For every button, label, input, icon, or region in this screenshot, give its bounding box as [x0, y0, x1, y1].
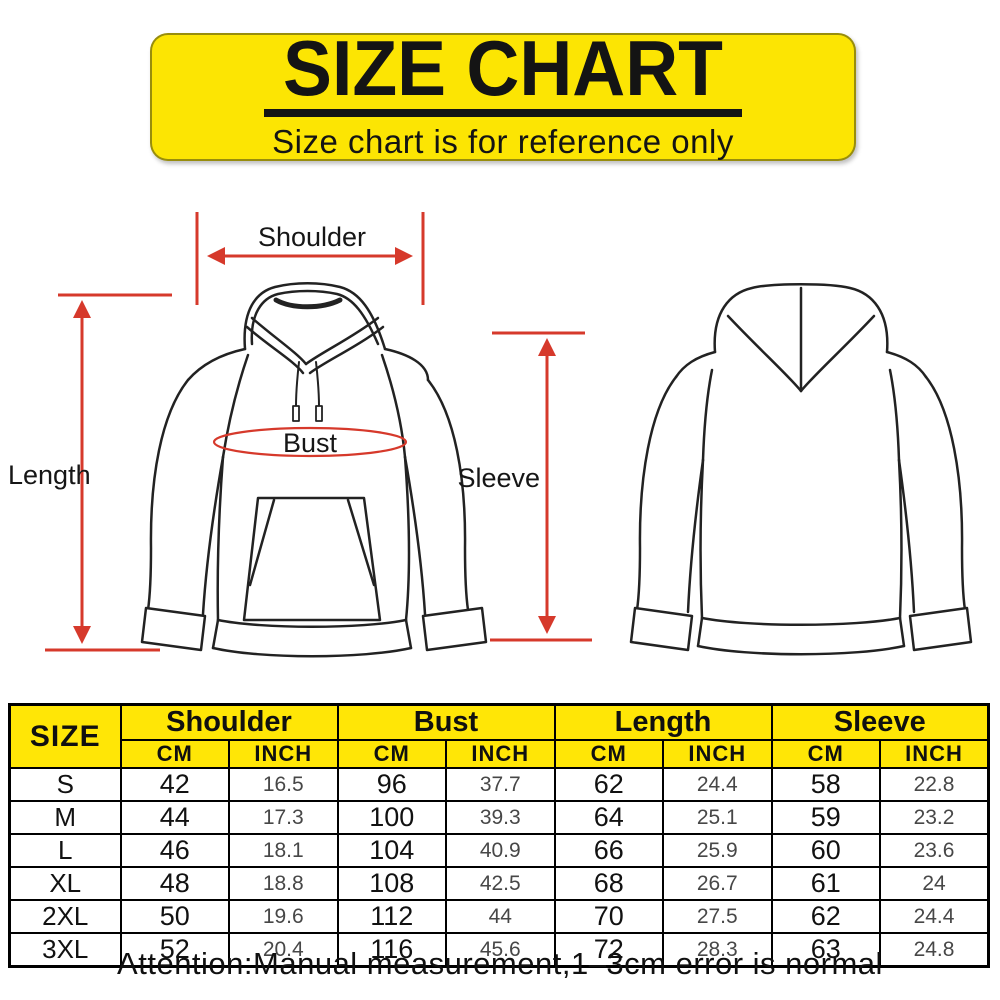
value-cell: 58	[770, 767, 881, 802]
value-cell: 23.2	[879, 800, 990, 835]
value-cell: 25.9	[662, 833, 773, 868]
value-cell: 62	[770, 899, 881, 934]
value-cell: 42	[119, 767, 230, 802]
value-cell: 44	[119, 800, 230, 835]
table-units-row: CM INCH CM INCH CM INCH CM INCH	[10, 739, 990, 769]
value-cell: 18.1	[228, 833, 339, 868]
bust-label: Bust	[283, 428, 338, 458]
size-cell: 3XL	[8, 932, 122, 968]
value-cell: 28.3	[662, 932, 773, 968]
value-cell: 42.5	[445, 866, 556, 901]
unit-header-inch: INCH	[879, 739, 990, 769]
back-left-cuff	[629, 606, 694, 652]
value-cell: 116	[336, 932, 447, 968]
value-cell: 23.6	[879, 833, 990, 868]
value-cell: 50	[119, 899, 230, 934]
size-column-header: SIZE	[8, 703, 122, 769]
value-cell: 60	[770, 833, 881, 868]
value-cell: 40.9	[445, 833, 556, 868]
value-cell: 70	[553, 899, 664, 934]
value-cell: 18.8	[228, 866, 339, 901]
sleeve-group-header: Sleeve	[770, 703, 990, 741]
table-row-2xl: 2XL 50 19.6 112 44 70 27.5 62 24.4	[8, 899, 990, 934]
title-underline	[264, 109, 742, 118]
bust-measure-ellipse	[212, 426, 408, 458]
unit-header-inch: INCH	[228, 739, 339, 769]
value-cell: 96	[336, 767, 447, 802]
table-row-m: M 44 17.3 100 39.3 64 25.1 59 23.2	[8, 800, 990, 835]
value-cell: 100	[336, 800, 447, 835]
table-group-header-row: SIZE Shoulder Bust Length Sleeve	[8, 703, 990, 769]
unit-header-cm: CM	[119, 739, 230, 769]
value-cell: 62	[553, 767, 664, 802]
size-cell: S	[8, 767, 122, 802]
back-hoodie-drawing	[629, 283, 973, 656]
value-cell: 27.5	[662, 899, 773, 934]
shoulder-group-header: Shoulder	[119, 703, 339, 741]
unit-header-inch: INCH	[662, 739, 773, 769]
measure-annotations	[45, 212, 592, 652]
value-cell: 39.3	[445, 800, 556, 835]
page-title: SIZE CHART	[283, 23, 723, 112]
table-row-3xl: 3XL 52 20.4 116 45.6 72 28.3 63 24.8	[8, 932, 990, 968]
size-cell: 2XL	[8, 899, 122, 934]
unit-header-inch: INCH	[445, 739, 556, 769]
size-table: SIZE Shoulder Bust Length Sleeve CM INCH…	[8, 703, 990, 968]
value-cell: 16.5	[228, 767, 339, 802]
value-cell: 68	[553, 866, 664, 901]
value-cell: 24.4	[662, 767, 773, 802]
value-cell: 66	[553, 833, 664, 868]
attention-note: Attention:Manual measurement,1–3cm error…	[117, 946, 883, 981]
back-right-cuff	[908, 606, 973, 652]
value-cell: 25.1	[662, 800, 773, 835]
banner: SIZE CHART Size chart is for reference o…	[150, 23, 856, 161]
table-row-l: L 46 18.1 104 40.9 66 25.9 60 23.6	[8, 833, 990, 868]
unit-header-cm: CM	[553, 739, 664, 769]
value-cell: 64	[553, 800, 664, 835]
value-cell: 61	[770, 866, 881, 901]
value-cell: 48	[119, 866, 230, 901]
kangaroo-pocket	[242, 496, 382, 622]
value-cell: 24.8	[879, 932, 990, 968]
unit-header-cm: CM	[770, 739, 881, 769]
shoulder-measure-arrow	[195, 212, 425, 305]
value-cell: 59	[770, 800, 881, 835]
sleeve-measure-arrow	[490, 331, 592, 642]
measurement-diagram: Shoulder Length Sleeve Bust	[8, 212, 973, 658]
size-cell: M	[8, 800, 122, 835]
value-cell: 46	[119, 833, 230, 868]
value-cell: 22.8	[879, 767, 990, 802]
value-cell: 52	[119, 932, 230, 968]
value-cell: 44	[445, 899, 556, 934]
banner-subtitle: Size chart is for reference only	[272, 123, 734, 161]
value-cell: 19.6	[228, 899, 339, 934]
value-cell: 17.3	[228, 800, 339, 835]
value-cell: 72	[553, 932, 664, 968]
bust-group-header: Bust	[336, 703, 556, 741]
value-cell: 108	[336, 866, 447, 901]
table-row-s: S 42 16.5 96 37.7 62 24.4 58 22.8	[8, 767, 990, 802]
value-cell: 45.6	[445, 932, 556, 968]
value-cell: 24	[879, 866, 990, 901]
unit-header-cm: CM	[336, 739, 447, 769]
table-row-xl: XL 48 18.8 108 42.5 68 26.7 61 24	[8, 866, 990, 901]
size-cell: L	[8, 833, 122, 868]
value-cell: 20.4	[228, 932, 339, 968]
front-left-cuff	[140, 606, 207, 652]
front-right-cuff	[421, 606, 488, 652]
size-cell: XL	[8, 866, 122, 901]
front-hoodie-drawing	[140, 282, 488, 658]
length-measure-arrow	[45, 293, 172, 652]
sleeve-label: Sleeve	[457, 463, 540, 493]
value-cell: 63	[770, 932, 881, 968]
value-cell: 26.7	[662, 866, 773, 901]
value-cell: 37.7	[445, 767, 556, 802]
length-label: Length	[8, 460, 91, 490]
value-cell: 104	[336, 833, 447, 868]
length-group-header: Length	[553, 703, 773, 741]
value-cell: 112	[336, 899, 447, 934]
shoulder-label: Shoulder	[258, 222, 366, 252]
value-cell: 24.4	[879, 899, 990, 934]
